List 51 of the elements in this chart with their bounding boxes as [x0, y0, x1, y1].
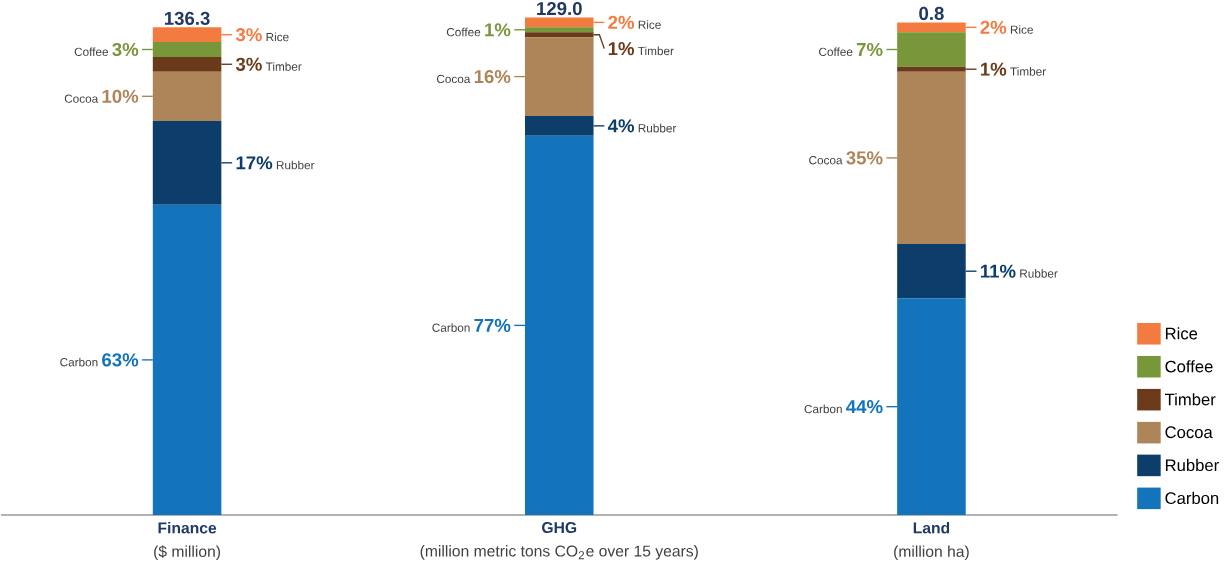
data-label: 35%	[846, 151, 883, 165]
data-label: 4%	[607, 119, 635, 133]
data-label: 1%	[608, 42, 635, 56]
x-tick-label: GHG	[542, 522, 577, 534]
text: ($ million)	[154, 545, 221, 561]
text: Carbon	[804, 404, 842, 414]
text: Coffee	[74, 47, 109, 57]
data-label: 7%	[856, 43, 883, 57]
text: (million metric tons CO$_{2}$e over 15 years)	[420, 545, 698, 560]
text: Timber	[638, 46, 674, 56]
annotation: 0.8	[919, 7, 944, 21]
text: Rice	[638, 20, 661, 30]
annotation: 129.0	[537, 2, 582, 16]
text: (million ha)	[894, 545, 969, 561]
text: Carbon	[432, 323, 470, 333]
text: Timber	[1010, 67, 1046, 76]
data-label: 3%	[112, 43, 139, 57]
text: Rice	[266, 32, 289, 42]
annotation: 136.3	[164, 11, 210, 26]
text: Carbon	[60, 357, 98, 367]
data-label: 16%	[474, 70, 511, 84]
data-label: 3%	[235, 28, 262, 42]
data-label: 63%	[102, 353, 139, 367]
data-label: 3%	[235, 57, 262, 72]
data-label: 2%	[980, 20, 1007, 35]
text: Cocoa	[64, 94, 99, 104]
x-tick-label: Land	[913, 522, 950, 534]
text: Rubber	[638, 123, 677, 133]
legend-label: Timber	[1164, 393, 1216, 406]
data-label: 17%	[236, 156, 273, 170]
legend-label: Rubber	[1165, 459, 1219, 472]
legend-label: Cocoa	[1165, 426, 1213, 439]
x-tick-label: Finance	[158, 522, 217, 534]
text: Cocoa	[436, 74, 471, 84]
data-label: 11%	[980, 264, 1016, 278]
data-label: 77%	[474, 319, 511, 333]
legend-label: Coffee	[1165, 360, 1213, 373]
data-label: 1%	[980, 62, 1007, 76]
data-label: 10%	[102, 89, 139, 104]
data-label: 1%	[485, 23, 511, 37]
text: Rubber	[276, 160, 315, 170]
text: Cocoa	[809, 156, 843, 165]
text: Rubber	[1020, 269, 1058, 278]
text: Rice	[1010, 25, 1033, 35]
data-label: 2%	[608, 16, 635, 30]
text: Timber	[265, 62, 302, 71]
data-label: 44%	[846, 400, 883, 414]
legend-label: Carbon	[1165, 492, 1219, 505]
text: Coffee	[819, 47, 853, 57]
text: Coffee	[446, 27, 481, 37]
legend-label: Rice	[1165, 327, 1198, 340]
